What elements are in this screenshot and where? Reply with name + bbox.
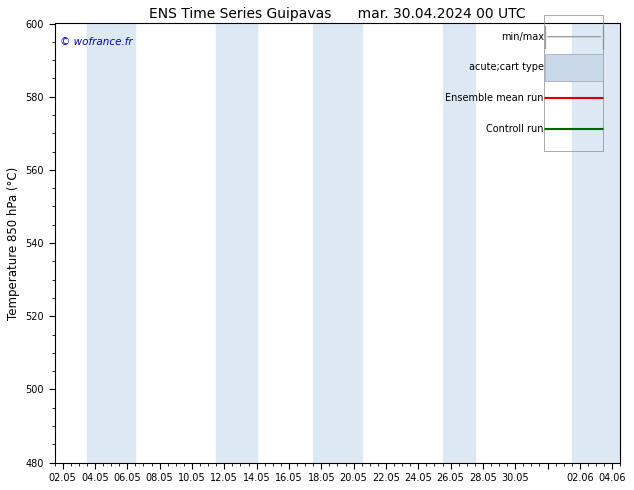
Bar [87, 24, 136, 463]
Text: © wofrance.fr: © wofrance.fr [60, 37, 133, 47]
Text: acute;cart type: acute;cart type [469, 62, 544, 73]
Text: min/max: min/max [501, 32, 544, 42]
Bar [443, 24, 475, 463]
Text: Ensemble mean run: Ensemble mean run [446, 93, 544, 103]
Y-axis label: Temperature 850 hPa (°C): Temperature 850 hPa (°C) [7, 167, 20, 319]
Bar [313, 24, 361, 463]
Bar [572, 24, 634, 463]
Text: Controll run: Controll run [486, 124, 544, 134]
FancyBboxPatch shape [545, 54, 604, 80]
Bar [544, 15, 604, 151]
Title: ENS Time Series Guipavas      mar. 30.04.2024 00 UTC: ENS Time Series Guipavas mar. 30.04.2024… [149, 7, 526, 21]
Bar [216, 24, 257, 463]
